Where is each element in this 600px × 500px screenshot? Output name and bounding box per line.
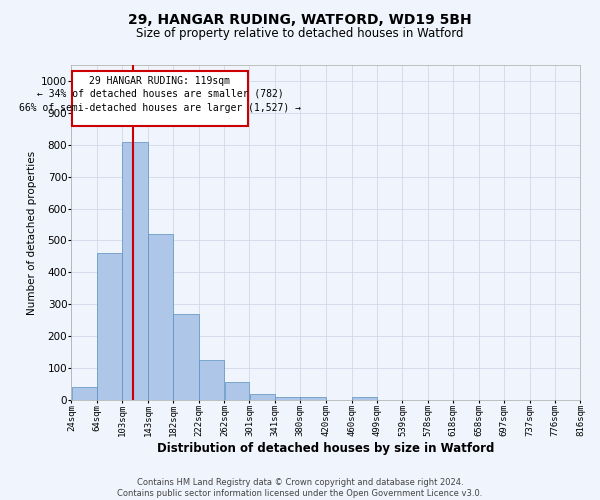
Bar [250,394,275,400]
Bar [148,234,173,400]
Bar [352,397,377,400]
Bar [173,314,199,400]
Y-axis label: Number of detached properties: Number of detached properties [27,150,37,314]
Bar [71,388,97,400]
Text: 66% of semi-detached houses are larger (1,527) →: 66% of semi-detached houses are larger (… [19,104,301,114]
Text: Size of property relative to detached houses in Watford: Size of property relative to detached ho… [136,28,464,40]
Text: 29 HANGAR RUDING: 119sqm: 29 HANGAR RUDING: 119sqm [89,76,230,86]
FancyBboxPatch shape [72,72,248,126]
Bar [122,142,148,400]
Text: ← 34% of detached houses are smaller (782): ← 34% of detached houses are smaller (78… [37,89,283,99]
Bar [199,360,224,400]
X-axis label: Distribution of detached houses by size in Watford: Distribution of detached houses by size … [157,442,494,455]
Bar [301,397,326,400]
Bar [97,254,122,400]
Text: Contains HM Land Registry data © Crown copyright and database right 2024.
Contai: Contains HM Land Registry data © Crown c… [118,478,482,498]
Bar [275,397,300,400]
Bar [224,382,250,400]
Text: 29, HANGAR RUDING, WATFORD, WD19 5BH: 29, HANGAR RUDING, WATFORD, WD19 5BH [128,12,472,26]
